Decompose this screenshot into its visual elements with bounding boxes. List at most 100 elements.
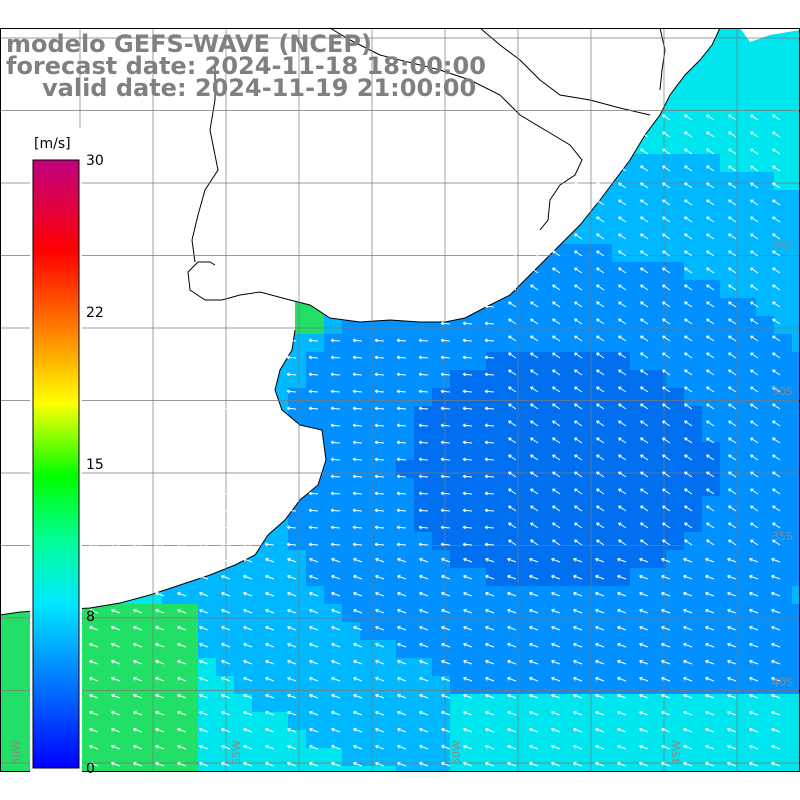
- field-cell: [396, 496, 414, 514]
- field-cell: [612, 226, 630, 244]
- forecast-date: forecast date: 2024-11-18 18:00:00: [6, 52, 486, 80]
- field-cell: [414, 586, 432, 604]
- wind-arrow: [683, 761, 693, 767]
- wind-arrow: [419, 659, 429, 665]
- wind-arrow: [89, 693, 99, 699]
- field-cell: [342, 712, 360, 730]
- field-cell: [324, 424, 342, 442]
- wind-arrow: [595, 676, 605, 682]
- field-cell: [306, 550, 324, 568]
- field-cell: [342, 496, 360, 514]
- wind-arrow: [419, 557, 429, 563]
- field-cell: [468, 730, 486, 748]
- field-cell: [630, 172, 648, 190]
- wind-arrow: [661, 659, 671, 665]
- field-cell: [414, 658, 432, 676]
- field-cell: [504, 442, 522, 460]
- field-cell: [450, 748, 468, 766]
- field-cell: [576, 586, 594, 604]
- field-cell: [792, 64, 800, 82]
- field-cell: [288, 586, 306, 604]
- field-cell: [792, 586, 800, 604]
- field-cell: [576, 424, 594, 442]
- field-cell: [612, 586, 630, 604]
- wind-arrow: [440, 406, 451, 411]
- wind-arrow: [375, 744, 385, 750]
- wind-arrow: [463, 625, 473, 631]
- wind-arrow: [552, 420, 561, 427]
- wind-arrow: [661, 676, 671, 682]
- field-cell: [738, 730, 756, 748]
- field-cell: [612, 730, 630, 748]
- field-cell: [774, 334, 792, 352]
- wind-arrow: [265, 557, 275, 563]
- wind-arrow: [574, 454, 583, 461]
- field-cell: [756, 352, 774, 370]
- field-cell: [792, 406, 800, 424]
- field-cell: [486, 316, 504, 334]
- field-cell: [414, 748, 432, 766]
- wind-arrow: [617, 761, 627, 767]
- field-cell: [702, 550, 720, 568]
- wind-arrow: [574, 420, 583, 427]
- wind-arrow: [640, 420, 649, 427]
- field-cell: [594, 388, 612, 406]
- wind-arrow: [484, 355, 495, 360]
- field-cell: [180, 658, 198, 676]
- field-cell: [378, 622, 396, 640]
- wind-arrow: [330, 508, 341, 513]
- field-cell: [486, 424, 504, 442]
- field-cell: [666, 712, 684, 730]
- field-cell: [684, 334, 702, 352]
- field-cell: [756, 316, 774, 334]
- field-cell: [756, 748, 774, 766]
- wind-arrow: [221, 693, 231, 699]
- field-cell: [756, 100, 774, 118]
- wind-arrow: [462, 440, 473, 445]
- field-cell: [468, 514, 486, 532]
- field-cell: [720, 298, 738, 316]
- field-cell: [756, 712, 774, 730]
- wind-arrow: [374, 542, 385, 547]
- field-cell: [378, 334, 396, 352]
- lat-label: 40S: [772, 676, 793, 689]
- wind-arrow: [199, 761, 209, 767]
- wind-arrow: [309, 608, 319, 614]
- wind-arrow: [772, 131, 781, 138]
- wind-arrow: [507, 608, 517, 614]
- wind-arrow: [661, 727, 671, 733]
- field-cell: [378, 604, 396, 622]
- wind-arrow: [772, 369, 781, 376]
- wind-arrow: [705, 625, 715, 631]
- wind-arrow: [331, 710, 341, 716]
- wind-arrow: [750, 488, 759, 495]
- field-cell: [414, 730, 432, 748]
- wind-arrow: [618, 369, 627, 376]
- wind-arrow: [706, 352, 715, 359]
- wind-arrow: [552, 505, 561, 512]
- wind-arrow: [330, 542, 341, 547]
- field-cell: [360, 640, 378, 658]
- field-cell: [324, 532, 342, 550]
- wind-arrow: [331, 591, 341, 597]
- wind-arrow: [618, 199, 627, 206]
- field-cell: [702, 460, 720, 478]
- wind-arrow: [551, 591, 561, 597]
- wind-arrow: [552, 199, 561, 206]
- field-cell: [450, 532, 468, 550]
- field-cell: [612, 262, 630, 280]
- field-cell: [432, 730, 450, 748]
- wind-arrow: [684, 233, 693, 240]
- wind-arrow: [728, 165, 737, 172]
- wind-arrow: [155, 608, 165, 614]
- field-cell: [666, 244, 684, 262]
- wind-arrow: [617, 727, 627, 733]
- wind-arrow: [772, 539, 781, 546]
- wind-arrow: [728, 131, 737, 138]
- field-cell: [432, 532, 450, 550]
- wind-arrow: [617, 574, 627, 580]
- field-cell: [342, 334, 360, 352]
- field-cell: [432, 586, 450, 604]
- field-cell: [468, 406, 486, 424]
- wind-arrow: [617, 676, 627, 682]
